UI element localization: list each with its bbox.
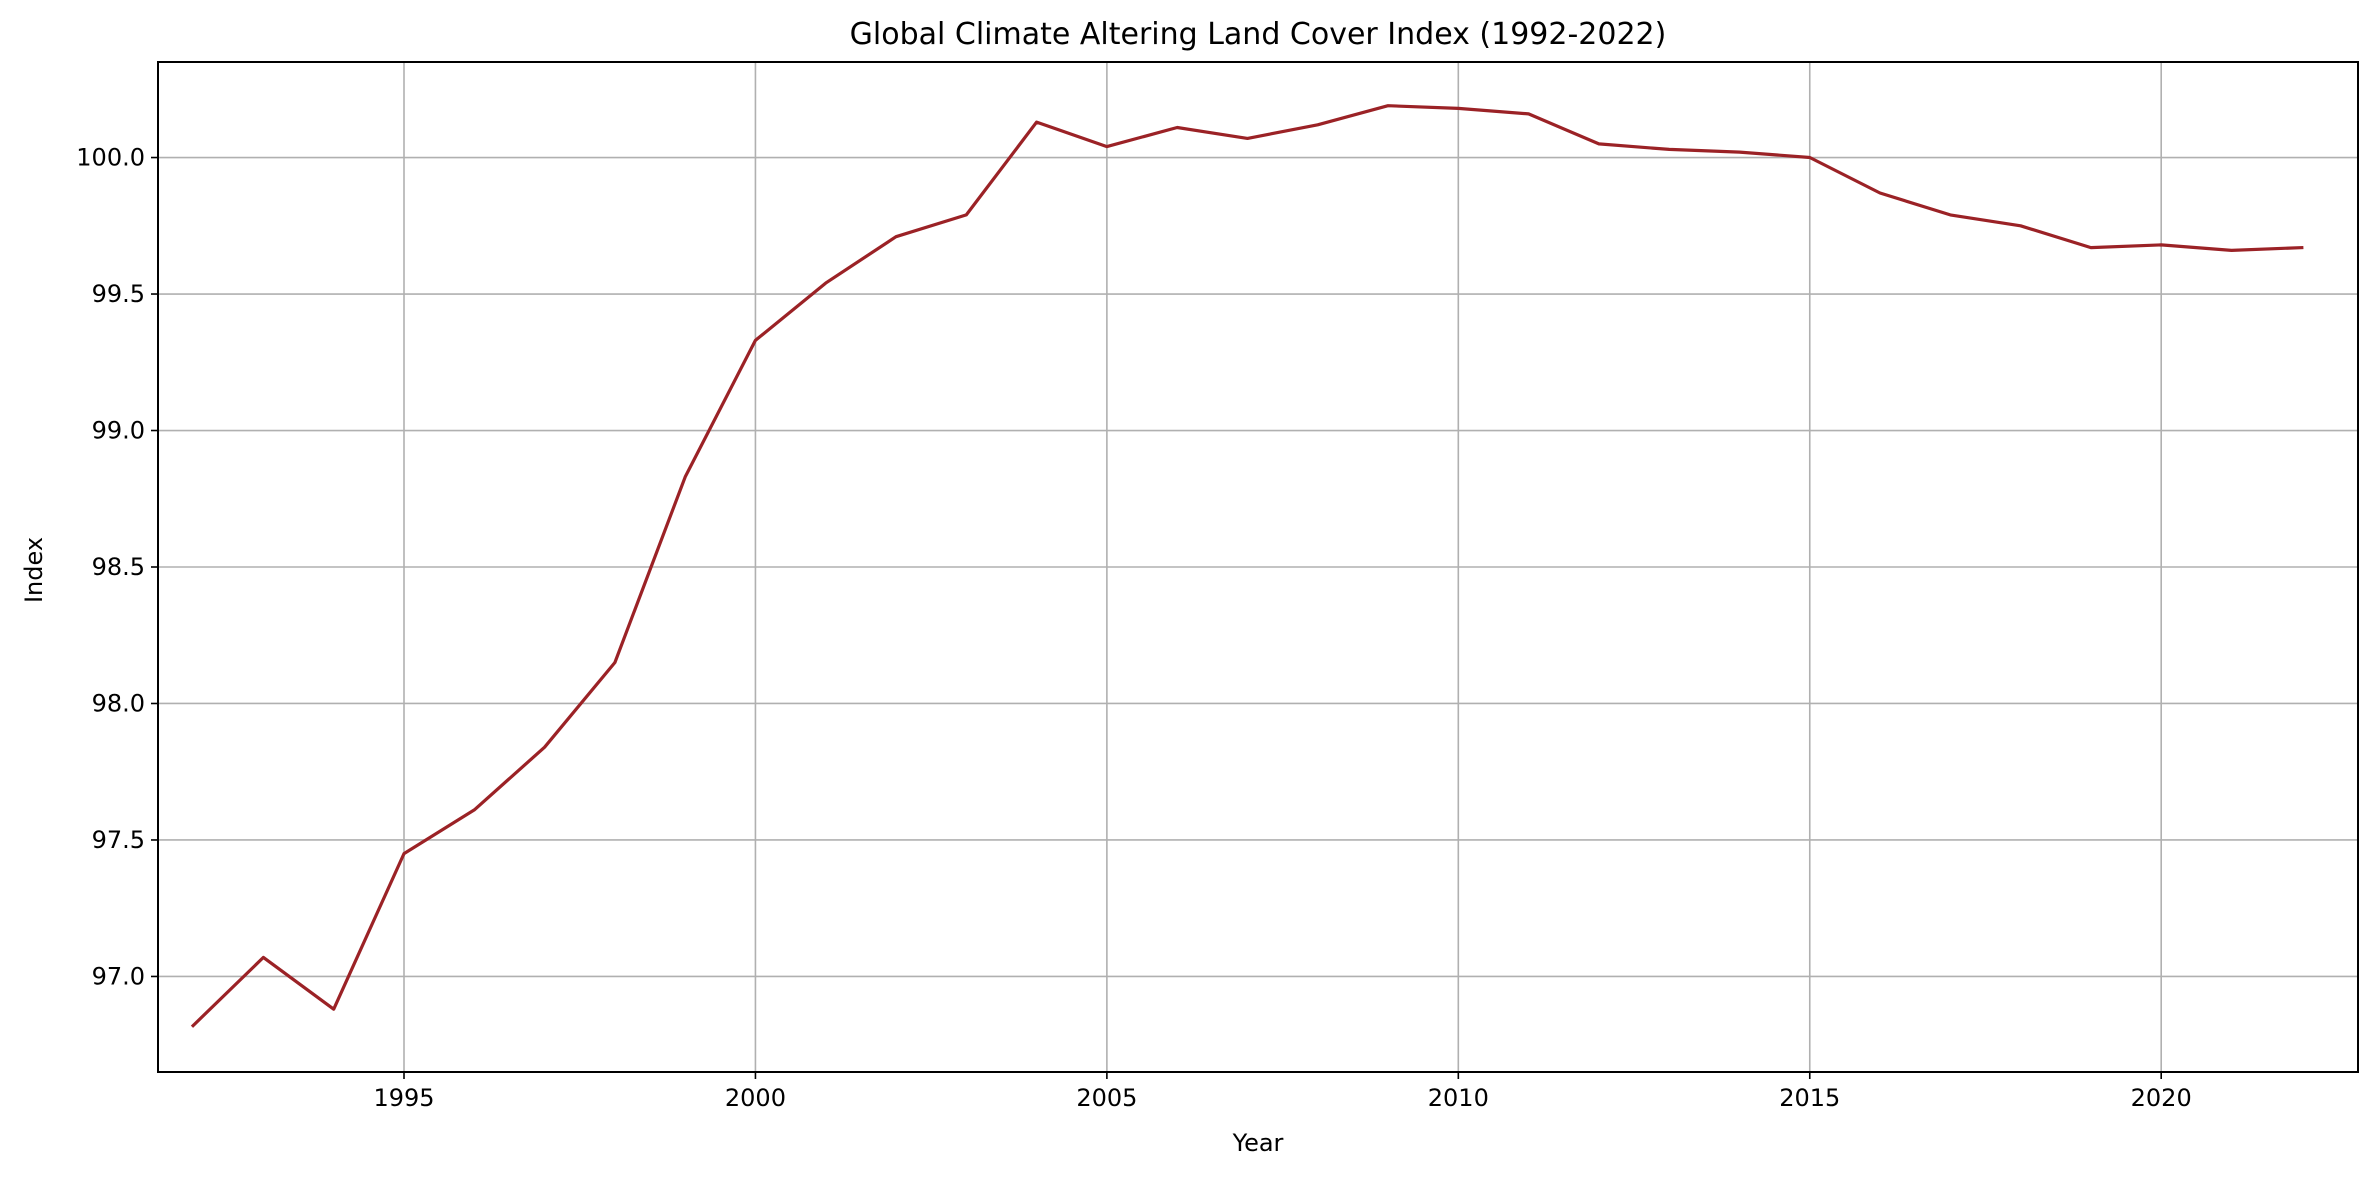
y-tick-label: 98.0 xyxy=(92,689,145,717)
x-tick-label: 2005 xyxy=(1076,1084,1137,1112)
x-tick-label: 2010 xyxy=(1428,1084,1489,1112)
y-tick-label: 98.5 xyxy=(92,553,145,581)
x-axis-label: Year xyxy=(1232,1129,1284,1157)
y-tick-label: 97.0 xyxy=(92,962,145,990)
y-tick-label: 99.5 xyxy=(92,280,145,308)
x-tick-label: 2020 xyxy=(2131,1084,2192,1112)
y-axis-label: Index xyxy=(20,537,48,603)
grid-lines xyxy=(158,62,2358,1072)
series-line-index xyxy=(190,104,2304,1028)
x-tick-label: 1995 xyxy=(373,1084,434,1112)
x-axis-ticks: 1995 2000 2005 2010 2015 2020 xyxy=(373,1072,2192,1112)
y-tick-label: 99.0 xyxy=(92,417,145,445)
y-tick-label: 100.0 xyxy=(76,144,145,172)
chart-title: Global Climate Altering Land Cover Index… xyxy=(850,17,1667,52)
x-tick-label: 2000 xyxy=(725,1084,786,1112)
y-axis-ticks: 97.0 97.5 98.0 98.5 99.0 99.5 100.0 xyxy=(76,144,158,990)
y-tick-label: 97.5 xyxy=(92,826,145,854)
series-layer xyxy=(190,104,2304,1028)
x-tick-label: 2015 xyxy=(1779,1084,1840,1112)
